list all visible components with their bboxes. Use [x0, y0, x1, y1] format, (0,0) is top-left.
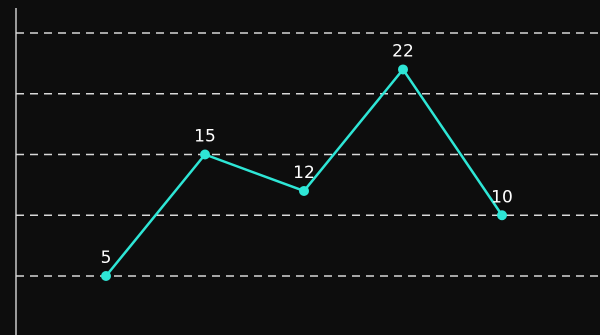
- data-label: 22: [392, 41, 414, 61]
- data-labels: 5 15 12 22 10: [101, 41, 513, 268]
- grid-lines: [16, 32, 600, 277]
- data-point: [200, 149, 210, 160]
- data-label: 12: [293, 163, 315, 183]
- data-point: [101, 271, 111, 281]
- data-label: 5: [101, 248, 112, 268]
- data-point: [497, 210, 507, 221]
- data-label: 15: [194, 127, 216, 147]
- data-point: [299, 185, 309, 196]
- data-point: [398, 64, 408, 75]
- series-layer: [101, 64, 507, 281]
- data-label: 10: [491, 187, 513, 207]
